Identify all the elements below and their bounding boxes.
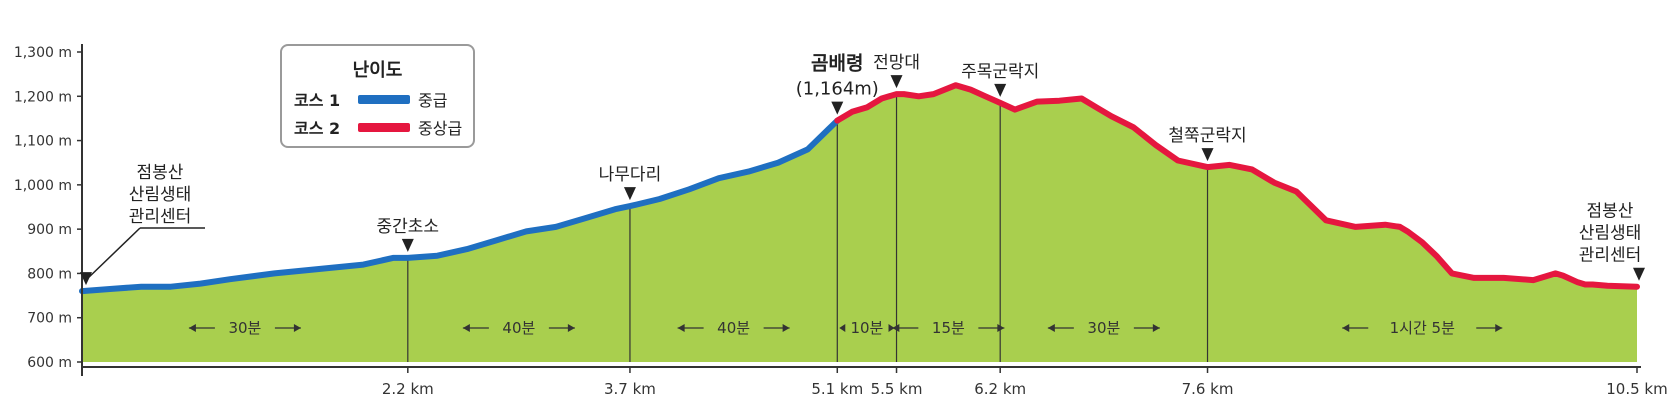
course-line: [834, 82, 1640, 290]
waypoint-label: 관리센터: [1579, 246, 1642, 266]
y-tick-label: 1,300 m: [14, 45, 72, 61]
legend-swatch-red: [358, 122, 410, 132]
waypoint-label: 점봉산: [1587, 202, 1634, 222]
legend: 난이도 코스 1 중급 코스 2 중상급: [280, 44, 475, 148]
y-tick-label: 600 m: [27, 355, 72, 371]
duration-arrowhead-right: [888, 324, 895, 332]
y-axis-ticks: 1,300 m 1,200 m 1,100 m 1,000 m 900 m 800 m 70…: [14, 45, 82, 371]
waypoint-label: 전망대: [873, 53, 920, 73]
waypoint-label: 산림생태: [129, 185, 192, 205]
duration-arrowhead-right: [1152, 324, 1160, 332]
duration-arrowhead-right: [782, 324, 790, 332]
waypoint-marker: [401, 238, 414, 252]
duration-arrowhead-left: [839, 324, 846, 332]
duration-label: 40분: [502, 319, 535, 337]
x-tick-label: 6.2 km: [974, 380, 1026, 398]
waypoint-label: (1,164m): [796, 79, 879, 100]
x-axis-ticks: 2.2 km 3.7 km 5.1 km 5.5 km 6.2 km 7.6 km 10.5…: [382, 367, 1668, 398]
y-tick-label: 900 m: [27, 222, 72, 238]
legend-title: 난이도: [352, 60, 403, 81]
duration-arrowhead-right: [567, 324, 575, 332]
waypoint-marker: [623, 187, 636, 201]
waypoint-marker: [994, 83, 1007, 97]
duration-labels: 30분 40분 40분 10분 15분 30분 1시간 5분: [188, 319, 1503, 337]
duration-arrowhead-left: [677, 324, 685, 332]
x-tick-label: 10.5 km: [1606, 380, 1667, 398]
x-tick-label: 5.1 km: [811, 380, 863, 398]
legend-level: 중상급: [418, 119, 463, 138]
legend-item-course-1: 코스 1 중급: [294, 88, 447, 110]
legend-course-name: 코스 1: [294, 91, 341, 110]
legend-course-name: 코스 2: [294, 119, 341, 138]
elevation-area-fill: [82, 85, 1637, 362]
duration-arrowhead-left: [1047, 324, 1055, 332]
y-tick-label: 1,200 m: [14, 89, 72, 105]
course-line: [79, 117, 841, 295]
legend-level: 중급: [418, 91, 448, 110]
waypoint-marker: [80, 272, 92, 286]
waypoint-marker: [1633, 267, 1645, 281]
duration-label: 30분: [228, 319, 261, 337]
waypoint-marker: [1201, 148, 1214, 162]
waypoint-label: 나무다리: [599, 165, 662, 185]
x-tick-label: 5.5 km: [871, 380, 923, 398]
waypoint-label: 곰배령: [811, 53, 863, 75]
waypoint-marker: [890, 75, 903, 89]
duration-label: 15분: [932, 319, 965, 337]
x-tick-label: 2.2 km: [382, 380, 434, 398]
duration-arrowhead-left: [1342, 324, 1350, 332]
duration-label: 1시간 5분: [1390, 319, 1455, 337]
legend-swatch-blue: [358, 94, 410, 104]
x-tick-label: 7.6 km: [1182, 380, 1234, 398]
waypoint-label: 점봉산: [137, 163, 184, 183]
duration-arrowhead-left: [892, 324, 900, 332]
course-lines: [79, 82, 1640, 295]
y-tick-label: 800 m: [27, 266, 72, 282]
waypoint-label: 철쭉군락지: [1168, 126, 1246, 146]
waypoint-lines: [407, 94, 1209, 362]
waypoint-marker: [831, 101, 844, 115]
duration-arrowhead-left: [462, 324, 470, 332]
waypoint-label: 중간초소: [377, 217, 440, 237]
waypoint-label: 관리센터: [129, 207, 192, 227]
axes: [81, 44, 1641, 376]
waypoint-label: 주목군락지: [961, 62, 1039, 82]
waypoint-leader-line: [88, 227, 141, 278]
duration-label: 30분: [1087, 319, 1120, 337]
duration-arrowhead-right: [293, 324, 301, 332]
elevation-area: [82, 85, 1637, 362]
y-tick-label: 700 m: [27, 311, 72, 327]
legend-item-course-2: 코스 2 중상급: [294, 116, 462, 138]
x-tick-label: 3.7 km: [604, 380, 656, 398]
duration-arrowhead-right: [997, 324, 1005, 332]
duration-arrowhead-left: [188, 324, 196, 332]
duration-label: 40분: [717, 319, 750, 337]
y-tick-label: 1,100 m: [14, 134, 72, 150]
duration-arrowhead-right: [1495, 324, 1503, 332]
duration-label: 10분: [850, 319, 883, 337]
waypoint-label: 산림생태: [1579, 224, 1642, 244]
y-tick-label: 1,000 m: [14, 178, 72, 194]
